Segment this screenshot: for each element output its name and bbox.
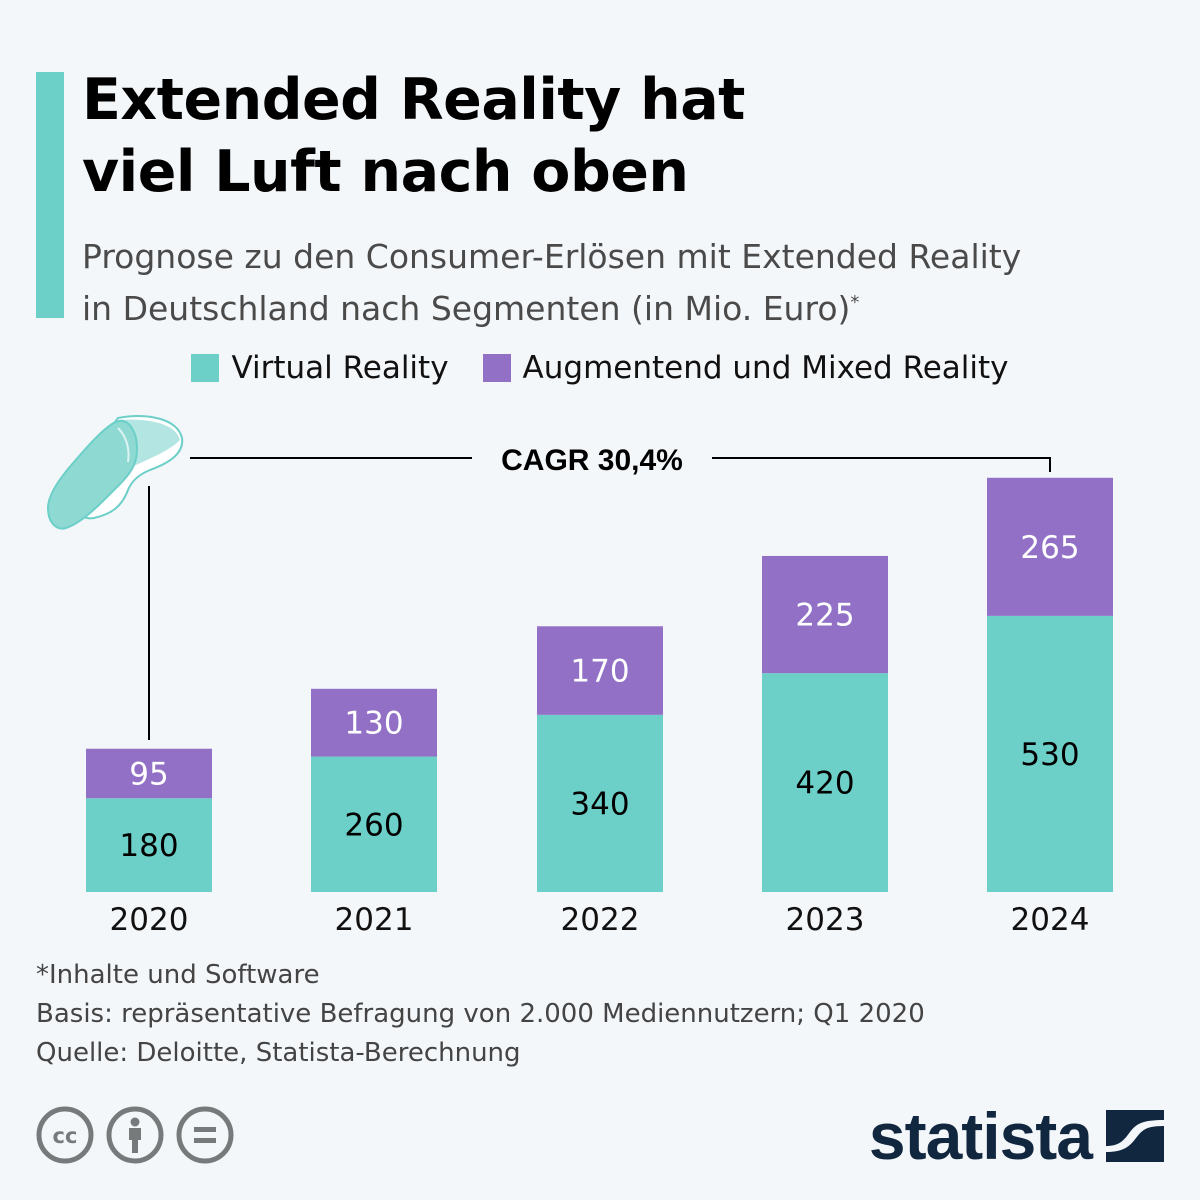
bar-segment-virtual-reality-2020 xyxy=(86,798,212,892)
chart-title: Extended Reality hat viel Luft nach oben xyxy=(82,67,745,205)
cc-icon[interactable]: cc xyxy=(36,1106,94,1164)
legend-item-virtual-reality: Virtual Reality xyxy=(191,350,449,386)
svg-text:cc: cc xyxy=(53,1124,78,1148)
x-tick-label-2023: 2023 xyxy=(786,902,865,938)
bar-segment-augmented-mixed-reality-2020 xyxy=(86,748,212,799)
vr-headset-icon xyxy=(46,415,184,530)
bar-segment-virtual-reality-2022 xyxy=(537,714,663,892)
data-label-virtual-reality-2024: 530 xyxy=(1020,737,1079,773)
data-label-augmented-mixed-reality-2021: 130 xyxy=(344,706,403,742)
legend-swatch-virtual-reality xyxy=(191,354,220,382)
legend-label: Virtual Reality xyxy=(231,350,449,386)
data-label-augmented-mixed-reality-2024: 265 xyxy=(1020,530,1079,566)
statista-logo-icon xyxy=(1106,1110,1164,1162)
footnote-note: *Inhalte und Software xyxy=(36,960,320,990)
data-label-virtual-reality-2020: 180 xyxy=(119,828,178,864)
legend-label: Augmentend und Mixed Reality xyxy=(522,350,1009,386)
chart-subtitle: Prognose zu den Consumer-Erlösen mit Ext… xyxy=(82,234,1021,332)
license-icons: cc xyxy=(36,1106,234,1164)
bar-segment-augmented-mixed-reality-2021 xyxy=(311,688,437,757)
footnote-source: Quelle: Deloitte, Statista-Berechnung xyxy=(36,1038,521,1068)
x-tick-label-2020: 2020 xyxy=(110,902,189,938)
data-label-virtual-reality-2023: 420 xyxy=(795,766,854,802)
bar-segment-virtual-reality-2024 xyxy=(987,615,1113,892)
legend: Virtual Reality Augmentend und Mixed Rea… xyxy=(0,350,1200,386)
subtitle-footnote-marker: * xyxy=(850,292,860,313)
bar-segment-augmented-mixed-reality-2022 xyxy=(537,626,663,715)
bars: 180 95 2020 260 130 2021 340 170 2022 420 225 2023 5… xyxy=(86,477,1113,938)
cagr-label: CAGR 30,4% xyxy=(501,444,683,477)
data-label-augmented-mixed-reality-2022: 170 xyxy=(570,654,629,690)
statista-logo[interactable]: statista xyxy=(869,1103,1164,1169)
no-derivatives-icon[interactable] xyxy=(176,1106,234,1164)
x-tick-label-2022: 2022 xyxy=(561,902,640,938)
x-tick-label-2024: 2024 xyxy=(1011,902,1090,938)
bar-segment-virtual-reality-2021 xyxy=(311,756,437,892)
title-accent-bar xyxy=(36,72,64,318)
legend-item-augmented-mixed-reality: Augmentend und Mixed Reality xyxy=(482,350,1009,386)
legend-swatch-augmented-mixed-reality xyxy=(482,354,511,382)
data-label-augmented-mixed-reality-2020: 95 xyxy=(129,756,168,792)
data-label-augmented-mixed-reality-2023: 225 xyxy=(795,598,854,634)
data-label-virtual-reality-2022: 340 xyxy=(570,786,629,822)
attribution-icon[interactable] xyxy=(106,1106,164,1164)
bar-segment-virtual-reality-2023 xyxy=(762,673,888,892)
statista-wordmark: statista xyxy=(868,1099,1093,1173)
bar-segment-augmented-mixed-reality-2024 xyxy=(987,477,1113,616)
footnotes: *Inhalte und Software Basis: repräsentat… xyxy=(36,956,925,1073)
footnote-basis: Basis: repräsentative Befragung von 2.00… xyxy=(36,999,925,1029)
bar-segment-augmented-mixed-reality-2023 xyxy=(762,555,888,674)
x-tick-label-2021: 2021 xyxy=(335,902,414,938)
data-label-virtual-reality-2021: 260 xyxy=(344,807,403,843)
subtitle-text: Prognose zu den Consumer-Erlösen mit Ext… xyxy=(82,237,1022,328)
